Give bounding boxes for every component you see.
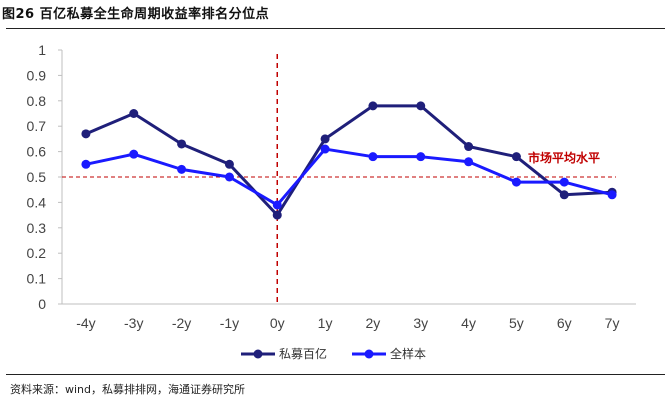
series-1-point [81,129,91,139]
x-tick-label: -4y [76,315,95,331]
x-tick-label: 5y [509,315,524,331]
series-2-point [272,200,282,210]
x-tick-label: -1y [220,315,239,331]
series-2-point [607,190,617,200]
series-1-point [320,134,330,144]
series-1-point [368,101,378,111]
title-bar [6,4,665,29]
y-tick-label: 0.8 [27,93,47,109]
series-1-point [416,101,426,111]
series-2-point [177,164,187,174]
y-tick-label: 0.5 [27,169,47,185]
series-2-point [368,152,378,162]
x-tick-label: -3y [124,315,143,331]
x-tick-label: 0y [270,315,285,331]
x-tick-label: -2y [172,315,191,331]
legend: 私募百亿 全样本 [241,346,426,361]
series-2-point [559,177,569,187]
series-line-1 [85,104,613,217]
series-1-point [464,142,474,152]
series-line-2 [85,147,613,207]
series-1-point [224,159,234,169]
x-tick-label: 4y [461,315,476,331]
series-2-point [511,177,521,187]
x-tick-label: 7y [605,315,620,331]
y-tick-label: 0.2 [27,245,47,261]
series-1-point [129,109,139,118]
x-tick-label: 2y [366,315,381,331]
y-tick-label: 1 [38,42,46,58]
axes: 0 0.1 0.2 0.3 0.4 0.5 0.6 0.7 0.8 0.9 1 -4y -3y -2y -1… [27,42,636,331]
series-layer [81,101,617,220]
legend-swatch-marker [253,349,263,359]
series-2-point [320,144,330,154]
x-tick-label: 1y [318,315,333,331]
y-tick-label: 0.4 [27,194,47,210]
y-tick-label: 0.7 [27,118,47,134]
average-reference-label: 市场平均水平 [528,150,600,165]
x-tick-label: 6y [557,315,572,331]
series-1-point [559,190,569,200]
reference-lines: 市场平均水平 [62,54,616,304]
series-2-point [416,152,426,162]
y-tick-label: 0.6 [27,144,47,160]
series-2-point [464,157,474,167]
legend-label: 私募百亿 [279,346,327,361]
series-1-point [511,152,521,162]
legend-swatch-marker [364,349,374,359]
series-1-point [177,139,187,149]
y-tick-label: 0.3 [27,220,47,236]
source-note: 资料来源：wind，私募排排网，海通证券研究所 [10,383,246,396]
source-divider [6,374,665,375]
y-tick-label: 0.9 [27,67,47,83]
series-1-point [272,210,282,220]
y-tick-label: 0 [38,296,46,312]
chart-title: 图26 百亿私募全生命周期收益率排名分位点 [2,7,270,22]
series-2-point [224,172,234,182]
series-2-point [129,149,139,159]
legend-label: 全样本 [390,346,426,361]
y-tick-label: 0.1 [27,271,47,287]
series-2-point [81,159,91,169]
x-tick-label: 3y [413,315,428,331]
